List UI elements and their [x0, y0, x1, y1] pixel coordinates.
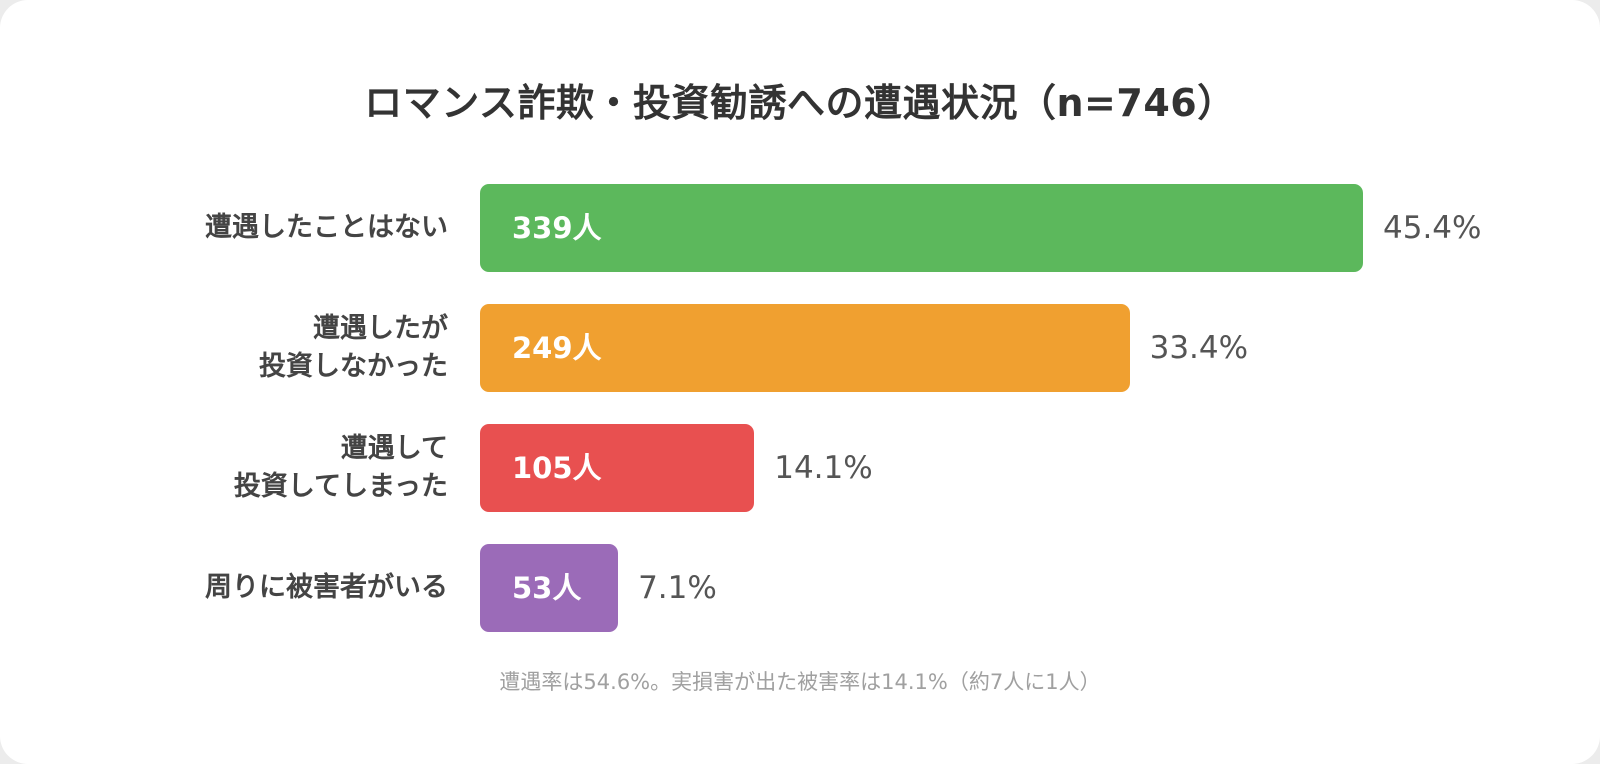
chart-footnote: 遭遇率は54.6%。実損害が出た被害率は14.1%（約7人に1人） — [499, 670, 1101, 694]
bar — [480, 184, 1363, 272]
bar-count-label: 339人 — [512, 211, 602, 245]
category-label: 周りに被害者がいる — [205, 572, 448, 603]
bar-count-label: 53人 — [512, 571, 582, 605]
bar-percent-label: 33.4% — [1149, 330, 1249, 366]
bar-count-label: 249人 — [512, 331, 602, 365]
bar-count-label: 105人 — [512, 451, 602, 485]
category-label: 遭遇して 投資してしまった — [233, 433, 448, 502]
bar-percent-label: 7.1% — [638, 570, 717, 606]
bar-percent-label: 45.4% — [1383, 210, 1482, 246]
bar-percent-label: 14.1% — [774, 450, 873, 486]
category-label: 遭遇したことはない — [205, 212, 448, 243]
chart-title: ロマンス詐欺・投資勧誘への遭遇状況（n=746） — [364, 81, 1236, 125]
bar — [480, 544, 619, 632]
bar — [480, 424, 755, 512]
category-label: 遭遇したが 投資しなかった — [259, 313, 448, 382]
bar — [480, 304, 1130, 392]
